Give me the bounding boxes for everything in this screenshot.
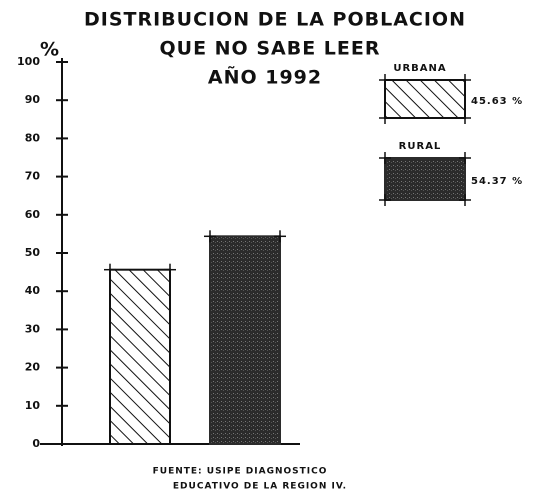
- bar: [109, 268, 171, 445]
- bar: [209, 235, 281, 445]
- y-tick-label: 70: [25, 170, 41, 183]
- chart-title: DISTRIBUCION DE LA POBLACION: [84, 9, 466, 31]
- source: FUENTE: USIPE DIAGNOSTICO: [153, 467, 328, 477]
- legend-swatch: [384, 79, 466, 119]
- y-tick-label: 100: [17, 55, 40, 68]
- y-tick-label: 40: [25, 284, 41, 297]
- legend-swatch: [384, 157, 466, 201]
- value-label: 45.63 %: [471, 96, 523, 107]
- value-label: 54.37 %: [471, 176, 523, 187]
- y-tick-label: 30: [25, 322, 41, 335]
- source: EDUCATIVO DE LA REGION IV.: [173, 482, 347, 492]
- legend-label: URBANA: [393, 63, 446, 74]
- y-tick-label: 90: [25, 93, 41, 106]
- y-tick-label: 50: [25, 246, 41, 259]
- legend-label: RURAL: [399, 141, 442, 152]
- y-tick-label: 10: [25, 399, 41, 412]
- y-tick-label: 20: [25, 361, 41, 374]
- chart-title: QUE NO SABE LEER: [159, 38, 380, 60]
- y-axis-label: %: [40, 39, 60, 61]
- y-tick-label: 80: [25, 131, 41, 144]
- y-tick-label: 0: [32, 437, 40, 450]
- y-tick-label: 60: [25, 208, 41, 221]
- chart-title: AÑO 1992: [208, 65, 322, 89]
